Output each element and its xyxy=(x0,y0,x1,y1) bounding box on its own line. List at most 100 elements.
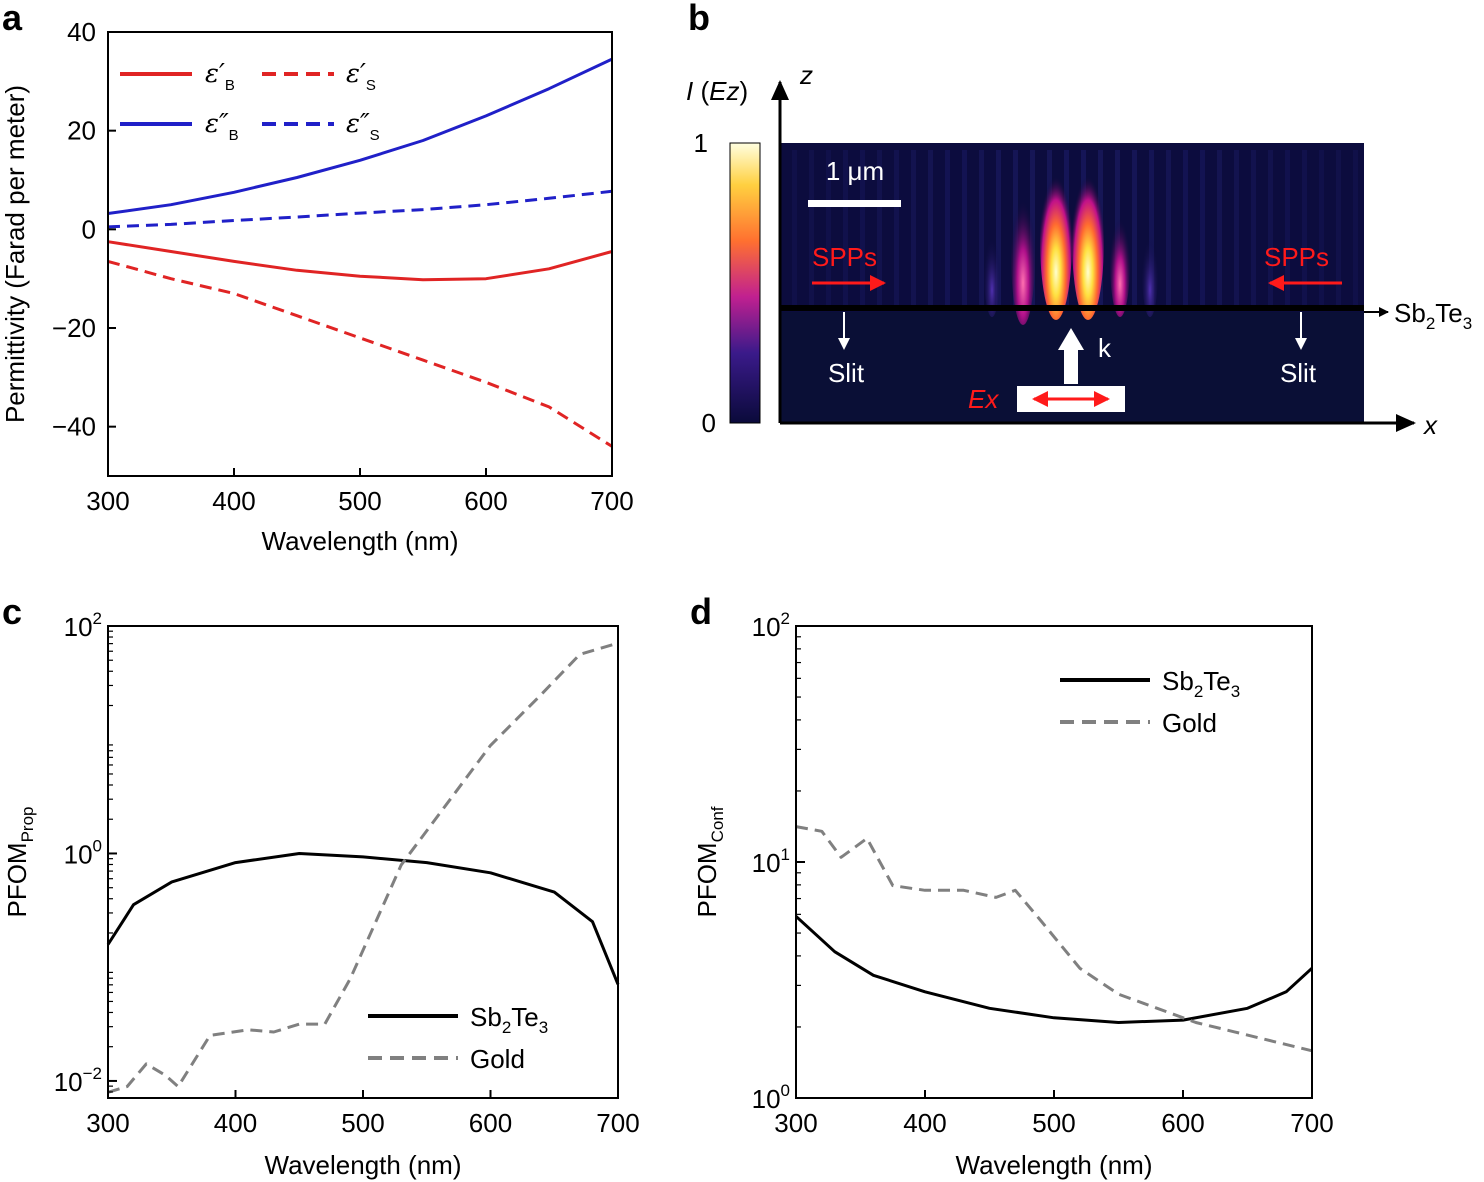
chart-d-series xyxy=(794,825,1314,1053)
chart-d-xtick-label: 600 xyxy=(1161,1108,1204,1138)
chart-c: 300 400 500 600 700 102 100 10−2 Wavelength (nm… xyxy=(2,609,640,1180)
chart-a-series xyxy=(107,57,613,448)
chart-c-series-0 xyxy=(106,852,620,985)
chart-c-ticks: 300 400 500 600 700 102 100 10−2 xyxy=(54,609,640,1138)
z-axis-label: z xyxy=(799,60,813,90)
spp-left-label: SPPs xyxy=(812,242,877,272)
field-stripe xyxy=(979,150,984,308)
chart-d-ytick-label: 102 xyxy=(752,609,790,642)
legend-d-gold: Gold xyxy=(1162,708,1217,738)
field-stripe xyxy=(996,150,1001,308)
field-stripe xyxy=(1319,150,1324,308)
legend-a-eps1-b: ε′B xyxy=(205,59,235,94)
chart-d-xtick-label: 300 xyxy=(774,1108,817,1138)
legend-c-sb2te3: Sb2Te3 xyxy=(470,1002,548,1037)
field-lobe xyxy=(1142,227,1158,317)
chart-c-xtick-label: 600 xyxy=(469,1108,512,1138)
chart-c-ytick-label: 100 xyxy=(64,836,102,869)
field-stripe xyxy=(1183,150,1188,308)
chart-a-ytick-label: −40 xyxy=(52,412,96,442)
chart-a-ticks: 300 400 500 600 700 40 20 0 −20 −40 xyxy=(52,17,634,516)
chart-a-ytick-label: −20 xyxy=(52,313,96,343)
spp-right-label: SPPs xyxy=(1264,242,1329,272)
chart-d-ticks: 300 400 500 600 700 102 101 100 xyxy=(752,609,1334,1138)
colorbar-max: 1 xyxy=(694,128,708,158)
chart-d-legend: Sb2Te3 Gold xyxy=(1060,666,1240,738)
chart-c-legend: Sb2Te3 Gold xyxy=(368,1002,548,1074)
legend-a-eps2-b: ε″B xyxy=(205,109,239,144)
colorbar-title: I (Ez) xyxy=(686,76,748,106)
film-label: Sb2Te3 xyxy=(1394,298,1472,333)
chart-a-xtick-label: 700 xyxy=(590,486,633,516)
field-stripe xyxy=(1268,150,1273,308)
field-stripe xyxy=(792,150,797,308)
field-stripe xyxy=(1285,150,1290,308)
scale-bar xyxy=(808,200,901,207)
chart-a-xtick-label: 400 xyxy=(212,486,255,516)
field-stripe xyxy=(1166,150,1171,308)
chart-a-series-0 xyxy=(107,240,613,282)
chart-c-xtick-label: 500 xyxy=(341,1108,384,1138)
field-stripe xyxy=(928,150,933,308)
scale-bar-label: 1 μm xyxy=(826,156,884,186)
field-stripe xyxy=(894,150,899,308)
chart-c-series-1 xyxy=(107,641,619,1094)
field-lobe xyxy=(984,227,1000,317)
chart-a-legend: ε′B ε′S ε″B ε″S xyxy=(120,59,380,144)
chart-c-xlabel: Wavelength (nm) xyxy=(265,1150,462,1180)
field-stripe xyxy=(1200,150,1205,308)
field-stripe xyxy=(1234,150,1239,308)
colorbar-min: 0 xyxy=(702,408,716,438)
chart-a-ylabel: Permittivity (Farad per meter) xyxy=(0,85,30,423)
chart-d-series-1 xyxy=(795,825,1313,1053)
chart-a: 300 400 500 600 700 40 20 0 −20 −40 Wavelength (n… xyxy=(0,17,634,556)
chart-d-xtick-label: 400 xyxy=(903,1108,946,1138)
slit-right-label: Slit xyxy=(1280,358,1317,388)
legend-c-gold: Gold xyxy=(470,1044,525,1074)
chart-c-ytick-label: 102 xyxy=(64,609,102,642)
chart-c-ytick-label: 10−2 xyxy=(54,1064,102,1097)
field-stripe xyxy=(911,150,916,308)
panel-label-b: b xyxy=(688,0,710,38)
field-stripe xyxy=(860,150,865,308)
chart-c-xtick-label: 700 xyxy=(596,1108,639,1138)
chart-c-series xyxy=(106,641,620,1094)
legend-a-eps1-s: ε′S xyxy=(346,59,376,94)
x-axis-label: x xyxy=(1422,410,1438,440)
panel-label-c: c xyxy=(2,591,22,632)
chart-a-series-2 xyxy=(107,57,613,215)
panel-label-a: a xyxy=(2,0,23,38)
field-stripe xyxy=(1336,150,1341,308)
field-stripe xyxy=(1302,150,1307,308)
field-stripe xyxy=(1132,150,1137,308)
chart-a-ytick-label: 0 xyxy=(82,214,96,244)
chart-a-series-1 xyxy=(107,259,613,448)
chart-d: 300 400 500 600 700 102 101 100 Wavelength (nm)… xyxy=(692,609,1334,1180)
chart-a-ytick-label: 40 xyxy=(67,17,96,47)
chart-c-xtick-label: 300 xyxy=(86,1108,129,1138)
chart-c-ylabel: PFOMProp xyxy=(2,806,37,917)
chart-a-series-3 xyxy=(107,189,613,229)
chart-d-xtick-label: 500 xyxy=(1032,1108,1075,1138)
field-stripe xyxy=(945,150,950,308)
chart-d-ylabel: PFOMConf xyxy=(692,806,727,917)
panel-b-simulation: I (Ez) 1 0 z x Sb2Te3 1 μm SPPs SPPs xyxy=(686,60,1472,440)
field-stripe xyxy=(1217,150,1222,308)
slit-left-label: Slit xyxy=(828,358,865,388)
field-lobe-hot xyxy=(1072,160,1104,320)
chart-d-ytick-label: 100 xyxy=(752,1081,790,1114)
field-stripe xyxy=(1353,150,1358,308)
chart-a-xlabel: Wavelength (nm) xyxy=(262,526,459,556)
k-label: k xyxy=(1098,333,1112,363)
chart-d-ytick-label: 101 xyxy=(752,845,790,878)
field-lobe xyxy=(1011,185,1035,325)
legend-a-eps2-s: ε″S xyxy=(346,109,380,144)
k-arrow-shaft xyxy=(1064,348,1078,384)
field-stripe xyxy=(809,150,814,308)
field-lobe-hot xyxy=(1040,160,1072,320)
chart-a-xtick-label: 300 xyxy=(86,486,129,516)
k-arrow-head xyxy=(1058,328,1084,350)
field-stripe xyxy=(962,150,967,308)
chart-a-xtick-label: 600 xyxy=(464,486,507,516)
